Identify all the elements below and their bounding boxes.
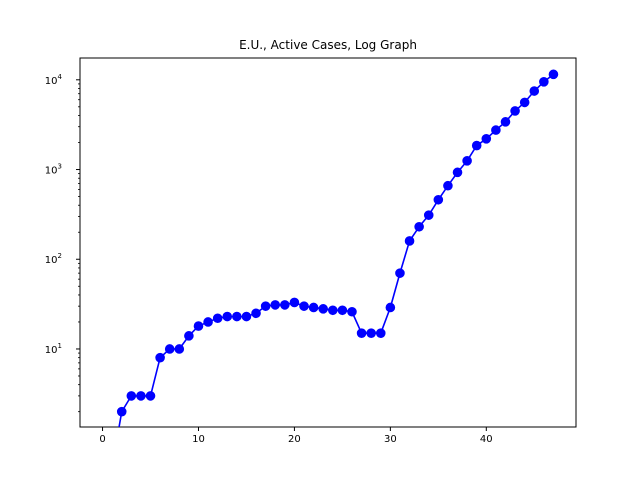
y-tick-label: 103 [45, 163, 62, 177]
x-tick-label: 10 [192, 434, 205, 445]
data-point [375, 328, 386, 338]
data-point [433, 194, 444, 205]
y-tick-label: 101 [45, 342, 62, 356]
x-tick-label: 0 [99, 434, 105, 445]
data-point [260, 301, 271, 311]
data-point [155, 352, 165, 363]
y-tick-label: 104 [45, 73, 63, 87]
y-axis: 101 102 103 104 [45, 73, 80, 413]
data-point [500, 117, 511, 127]
data-point [299, 301, 309, 311]
data-point [337, 305, 348, 316]
data-point [395, 268, 405, 278]
data-point [385, 302, 396, 313]
data-point [404, 236, 415, 246]
data-point [232, 311, 242, 322]
data-point [164, 344, 175, 354]
data-point [452, 167, 463, 178]
x-axis: 0 10 20 30 40 [99, 427, 493, 445]
data-point [126, 391, 137, 401]
data-point [462, 156, 472, 166]
data-point [241, 311, 252, 322]
y-tick-label: 102 [45, 252, 62, 266]
data-point [318, 304, 329, 314]
data-point [328, 305, 338, 316]
data-point [280, 300, 290, 310]
chart-title: E.U., Active Cases, Log Graph [239, 38, 417, 52]
x-tick-label: 30 [384, 434, 397, 445]
data-point [145, 391, 156, 401]
data-point [347, 306, 357, 317]
data-point [481, 134, 492, 144]
data-point [270, 300, 281, 310]
data-point [423, 210, 434, 220]
data-point [443, 180, 453, 191]
data-point [539, 77, 549, 87]
data-point [510, 106, 520, 116]
data-point [366, 328, 376, 338]
data-point [471, 140, 482, 151]
data-point [212, 313, 223, 324]
data-point [491, 125, 501, 135]
series-line [118, 73, 554, 427]
data-point [356, 328, 367, 338]
data-point [174, 344, 185, 354]
data-point [193, 321, 204, 331]
x-tick-label: 40 [480, 434, 493, 445]
data-point [548, 69, 559, 80]
data-point [136, 391, 146, 401]
data-point [289, 297, 300, 308]
data-point [529, 86, 540, 96]
plot-frame [79, 57, 577, 428]
data-point [251, 308, 261, 319]
data-point [308, 302, 319, 313]
data-point [222, 311, 233, 322]
x-tick-label: 20 [288, 434, 301, 445]
series-layer [116, 69, 559, 427]
data-point [203, 317, 213, 327]
data-point [519, 97, 530, 108]
data-point [184, 331, 194, 341]
data-point [116, 406, 127, 417]
data-point [414, 221, 424, 232]
